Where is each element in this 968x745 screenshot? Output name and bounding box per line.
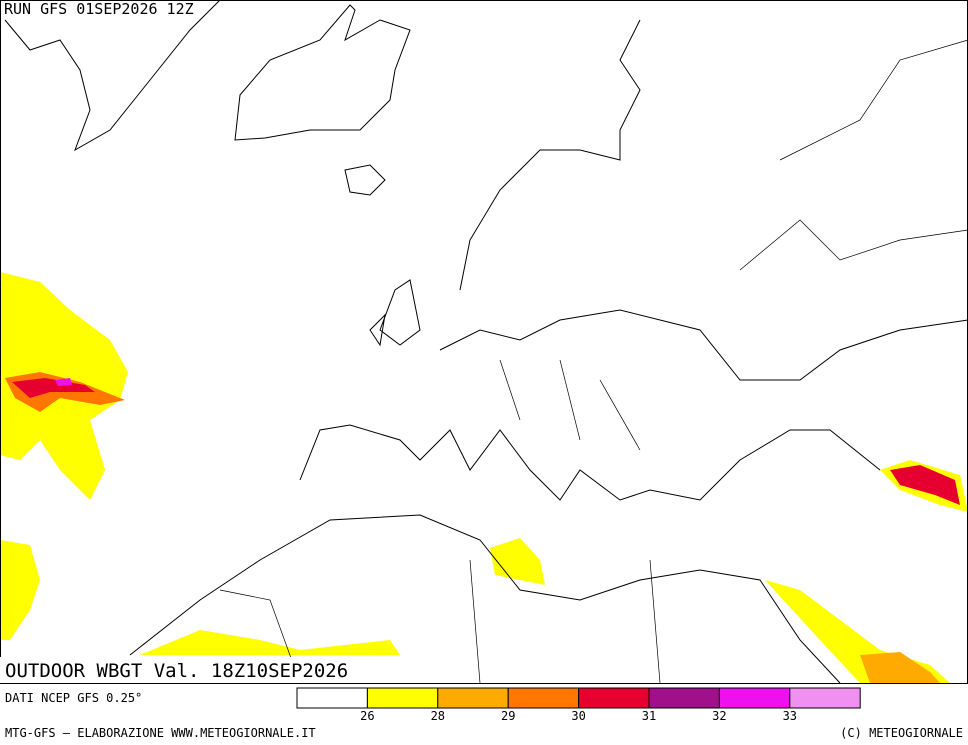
coastline xyxy=(129,514,841,684)
coastline xyxy=(344,164,386,196)
coastline xyxy=(4,0,221,152)
legend-swatch xyxy=(366,687,439,709)
legend-swatch xyxy=(507,687,580,709)
coastline xyxy=(299,424,881,501)
legend-tick-label: 28 xyxy=(431,709,445,723)
footer-right: (C) METEOGIORNALE xyxy=(840,726,963,740)
map xyxy=(0,0,968,684)
title-bg xyxy=(0,657,395,683)
wbgt-area xyxy=(490,538,545,585)
legend-swatch xyxy=(648,687,720,709)
legend-tick-label: 33 xyxy=(783,709,797,723)
source-label: DATI NCEP GFS 0.25° xyxy=(5,691,142,705)
legend-swatch xyxy=(296,687,368,709)
legend-swatch xyxy=(718,687,791,709)
legend-swatch xyxy=(437,687,509,709)
wbgt-area xyxy=(140,630,400,655)
wbgt-area xyxy=(55,378,72,386)
coastline xyxy=(369,279,421,347)
wbgt-area xyxy=(0,540,40,640)
color-legend: 26 28 29 30 31 32 33 xyxy=(296,687,861,723)
wbgt-area xyxy=(890,465,960,505)
run-label: RUN GFS 01SEP2026 12Z xyxy=(4,0,194,18)
legend-swatch xyxy=(789,687,861,709)
wbgt-area xyxy=(860,652,940,683)
legend-tick-label: 32 xyxy=(712,709,726,723)
footer-left: MTG-GFS — ELABORAZIONE WWW.METEOGIORNALE… xyxy=(5,726,316,740)
wbgt-area xyxy=(12,378,95,398)
map-frame xyxy=(0,0,968,684)
map-title: OUTDOOR WBGT Val. 18Z10SEP2026 xyxy=(5,660,348,682)
legend-tick-label: 29 xyxy=(501,709,515,723)
coastline xyxy=(459,19,641,291)
legend-swatch xyxy=(578,687,650,709)
legend-tick-label: 31 xyxy=(642,709,656,723)
coastline xyxy=(234,4,411,141)
coastline xyxy=(439,309,968,381)
legend-tick-label: 26 xyxy=(360,709,374,723)
border xyxy=(219,39,968,684)
legend-tick-label: 30 xyxy=(571,709,585,723)
